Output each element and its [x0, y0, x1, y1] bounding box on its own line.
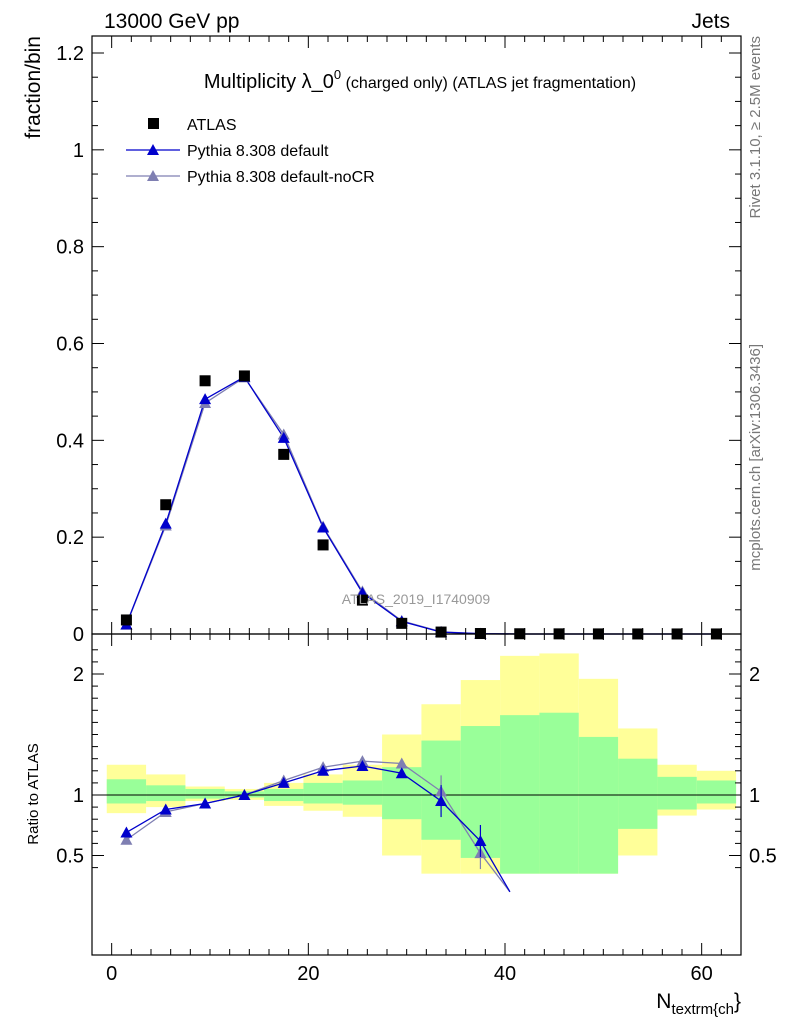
x-tick-label: 20 [297, 963, 319, 985]
uncertainty-band-inner [696, 780, 737, 804]
legend-label-atlas: ATLAS [187, 117, 237, 134]
ratio-default-marker [277, 776, 290, 788]
x-tick-label: 0 [106, 963, 117, 985]
data-point [160, 499, 172, 511]
y-tick-label: 1.2 [56, 43, 84, 65]
y-tick-label: 0 [73, 624, 84, 646]
x-tick-label: 40 [494, 963, 516, 985]
ratio-y-tick-label: 0.5 [56, 846, 84, 868]
data-point [317, 539, 329, 551]
ratio-default-marker [238, 789, 251, 800]
uncertainty-band-inner [342, 780, 383, 805]
y-tick-label: 0.2 [56, 527, 84, 549]
mc-default-marker [199, 393, 212, 405]
uncertainty-band-inner [185, 788, 225, 799]
ratio-panel: 0 20 40 60 0.5 0.5 1 1 2 2 Ratio to ATLAS Ntextrm… [25, 633, 777, 1018]
ratio-default-marker [120, 826, 133, 838]
data-point [278, 448, 290, 460]
ratio-default-marker [356, 759, 369, 771]
legend-marker-nocr [147, 170, 159, 181]
ratio-y-tick-label: 2 [73, 664, 84, 686]
mc-default-marker [317, 521, 330, 533]
legend-label-nocr: Pythia 8.308 default-noCR [187, 169, 375, 186]
side-label-bottom: mcplots.cern.ch [arXiv:1306.3436] [747, 344, 764, 571]
main-panel: ATLAS_2019_I1740909 0 0.2 0.4 0.6 0.8 1 1.2 Mu… [22, 35, 742, 646]
uncertainty-band-inner [539, 712, 579, 874]
ratio-default-marker [199, 797, 212, 809]
y-tick-label: 1 [73, 140, 84, 162]
header-left: 13000 GeV pp [104, 10, 239, 33]
uncertainty-band-inner [106, 779, 147, 804]
y-tick-label: 0.4 [56, 430, 84, 452]
ratio-nocr-marker [120, 833, 133, 845]
legend-marker-atlas [148, 118, 159, 129]
legend-label-default: Pythia 8.308 default [187, 143, 329, 160]
uncertainty-band-inner [500, 715, 540, 874]
uncertainty-band-inner [618, 758, 658, 829]
ratio-default-marker [317, 764, 330, 776]
y-tick-label: 0.8 [56, 237, 84, 259]
ratio-default-marker [395, 767, 408, 779]
main-title: Multiplicity λ_00 (charged only) (ATLAS … [204, 67, 636, 93]
legend-marker-default [147, 144, 159, 155]
mc-default-marker [277, 431, 290, 443]
ratio-y-tick-label: 1 [73, 785, 84, 807]
watermark: ATLAS_2019_I1740909 [342, 591, 491, 607]
data-point [435, 626, 447, 638]
ratio-y-axis-label: Ratio to ATLAS [25, 743, 42, 844]
ratio-nocr-marker [395, 757, 408, 769]
mc-default-marker [159, 517, 172, 529]
uncertainty-band-inner [303, 782, 343, 804]
y-axis-label: fraction/bin [22, 36, 45, 139]
ratio-y-tick-label-right: 2 [749, 664, 760, 686]
uncertainty-band-inner [578, 736, 619, 874]
x-tick-label: 60 [691, 963, 713, 985]
ratio-default-marker [159, 803, 172, 815]
data-point [120, 614, 132, 626]
x-axis-label: Ntextrm{ch} [656, 990, 741, 1018]
data-point [238, 370, 250, 382]
legend: ATLAS Pythia 8.308 default Pythia 8.308 … [126, 117, 375, 186]
uncertainty-band-inner [657, 776, 697, 810]
ratio-y-tick-label-right: 0.5 [749, 846, 777, 868]
data-point [199, 375, 211, 387]
header-right: Jets [691, 10, 730, 33]
data-point [396, 617, 408, 629]
uncertainty-band-inner [146, 785, 186, 802]
y-tick-label: 0.6 [56, 334, 84, 356]
ratio-y-tick-label-right: 1 [749, 785, 760, 807]
side-label-top: Rivet 3.1.10, ≥ 2.5M events [747, 36, 764, 219]
data-point [356, 594, 368, 606]
